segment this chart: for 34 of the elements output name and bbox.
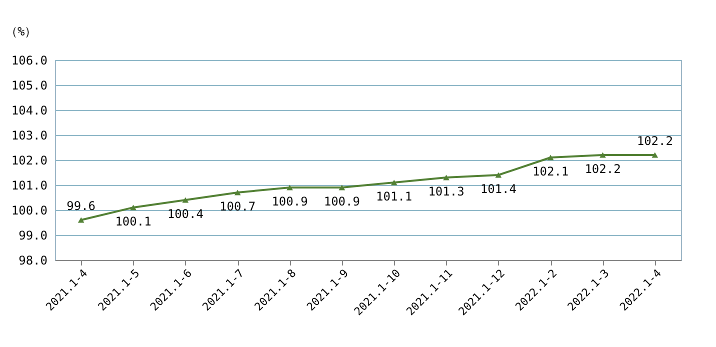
data-label: 102.2 (636, 134, 673, 148)
point (182, 197, 189, 203)
point (78, 217, 84, 223)
data-label: 101.1 (376, 190, 412, 204)
y-tick-label: 98.0 (18, 254, 48, 268)
y-tick-label: 99.0 (18, 228, 48, 242)
point (547, 154, 554, 160)
point (600, 152, 606, 158)
y-tick-label: 100.0 (11, 204, 48, 218)
point (286, 184, 293, 190)
point (652, 152, 658, 158)
data-label: 102.2 (584, 162, 621, 176)
data-label: 101.3 (428, 184, 464, 198)
y-tick-label: 101.0 (11, 178, 48, 192)
y-tick-label: 104.0 (11, 104, 48, 118)
point (338, 184, 346, 190)
point (443, 174, 450, 180)
y-tick-label: 105.0 (11, 78, 48, 92)
y-axis-title: （%） (6, 24, 37, 38)
data-label: 99.6 (66, 199, 96, 213)
data-label: 100.4 (167, 207, 204, 221)
point (390, 180, 398, 186)
data-label: 100.1 (115, 214, 152, 228)
y-tick-label: 103.0 (11, 128, 48, 142)
data-label: 101.4 (480, 182, 516, 196)
data-label: 102.1 (532, 164, 569, 178)
data-label: 100.9 (324, 194, 360, 208)
y-tick-label: 106.0 (11, 54, 48, 68)
y-tick-label: 102.0 (11, 154, 48, 168)
point (495, 172, 502, 178)
point (130, 204, 136, 210)
point (234, 190, 241, 196)
data-label: 100.9 (272, 194, 308, 208)
data-label: 100.7 (220, 200, 256, 214)
